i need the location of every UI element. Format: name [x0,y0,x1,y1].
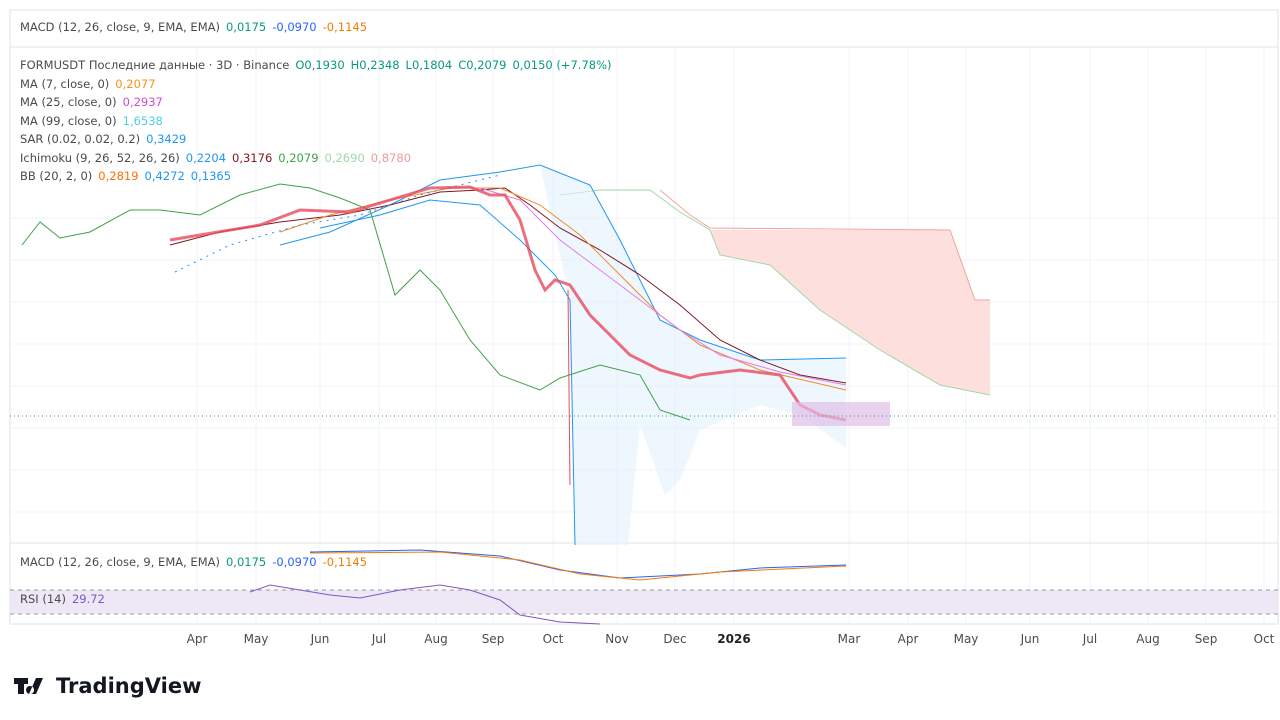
legend-row: MACD (12, 26, close, 9, EMA, EMA) 0,0175-… [20,555,367,569]
time-tick-label: Mar [837,632,861,646]
lagging-span [21,183,691,421]
legend-value: O0,1930 [295,58,345,72]
brand-name: TradingView [56,674,202,698]
span-a [559,189,991,396]
bb-fill [540,165,846,545]
time-tick-label: Apr [897,632,919,646]
time-tick-label: Apr [186,632,208,646]
legend-value: H0,2348 [350,58,400,72]
time-tick-label: Dec [663,632,687,646]
base-line [169,187,847,384]
legend-value: 0,8780 [370,150,412,165]
legend-value: 0,3429 [146,132,187,146]
time-tick-label: Jun [1020,632,1040,646]
rsi-band [10,590,1278,614]
legend-label: MA (25, close, 0) [20,95,117,109]
legend-label: SAR (0.02, 0.02, 0.2) [20,132,141,146]
pane-border [9,9,1279,625]
ma-99 [479,187,847,386]
time-tick-label: Aug [424,632,448,646]
time-tick-label: Oct [542,632,564,646]
macd-line [309,549,847,579]
time-tick-label: 2026 [717,632,751,646]
span-b [659,189,990,301]
time-tick-label: Jul [371,632,387,646]
legend-value: -0,0970 [272,20,317,34]
rsi-line [249,584,601,625]
time-tick-label: May [243,632,269,646]
legend-value: 0,2819 [98,169,139,183]
time-tick-label: Jun [310,632,330,646]
legend-value: -0,1145 [322,20,368,34]
legend-row: SAR (0.02, 0.02, 0.2) 0,3429 [20,132,186,146]
legend-label: MACD (12, 26, close, 9, EMA, EMA) [20,20,220,34]
time-tick-label: May [953,632,979,646]
legend-value: -0,0970 [272,555,317,569]
price [169,185,847,422]
legend-value: 29.72 [71,592,105,606]
legend-value: 0,0175 [225,20,267,34]
legend-row: MA (99, close, 0) 1,6538 [20,114,163,128]
legend-label: Ichimoku (9, 26, 52, 26, 26) [20,150,180,165]
legend-label: RSI (14) [20,592,66,606]
time-tick-label: Sep [481,632,505,646]
legend-row: Ichimoku (9, 26, 52, 26, 26) 0,2204 0,3176… [20,151,411,165]
legend-value: 0,0175 [225,555,267,569]
legend-value: 0,0150 (+7.78%) [512,58,612,72]
legend-label: MA (7, close, 0) [20,76,110,91]
bb-upper [279,164,847,361]
legend-value: -0,1145 [322,555,368,569]
logo-mark [14,678,43,694]
wick [567,289,571,486]
time-tick-label: Nov [605,632,629,646]
legend-label: MA (99, close, 0) [20,113,117,128]
legend-row: RSI (14) 29.72 [20,592,105,606]
legend-value: 0,2077 [115,76,156,91]
time-tick-label: Sep [1194,632,1218,646]
signal-line [309,551,847,581]
legend-value: 0,4272 [144,169,185,183]
legend-label: MACD (12, 26, close, 9, EMA, EMA) [20,555,220,569]
ichimoku-cloud [710,230,990,395]
legend-label: FORMUSDT Последние данные · 3D · Binance [20,58,290,72]
legend-value: 1,6538 [122,113,163,128]
legend-value: C0,2079 [458,58,507,72]
legend-value: 0,2690 [324,150,365,165]
legend-value: L0,1804 [405,58,453,72]
legend-value: 0,3176 [232,150,273,165]
bb-lower [319,199,576,546]
time-tick-label: Oct [1253,632,1275,646]
legend-value: 0,1365 [190,169,232,183]
legend-row: BB (20, 2, 0) 0,2819 0,4272 0,1365 [20,169,231,183]
legend-value: 0,2937 [122,95,163,109]
legend-row: MA (25, close, 0) 0,2937 [20,95,163,109]
zone [792,402,890,426]
sar [174,174,501,273]
brand-logo: TradingView [14,674,201,698]
legend-row: MA (7, close, 0) 0,2077 [20,77,156,91]
time-tick-label: Aug [1136,632,1160,646]
legend-row: MACD (12, 26, close, 9, EMA, EMA) 0,0175-… [20,20,367,34]
legend-value: 0,2079 [278,150,319,165]
legend-row: FORMUSDT Последние данные · 3D · Binance… [20,58,612,72]
legend-label: BB (20, 2, 0) [20,169,93,183]
time-tick-label: Jul [1082,632,1098,646]
legend-value: 0,2204 [185,150,227,165]
